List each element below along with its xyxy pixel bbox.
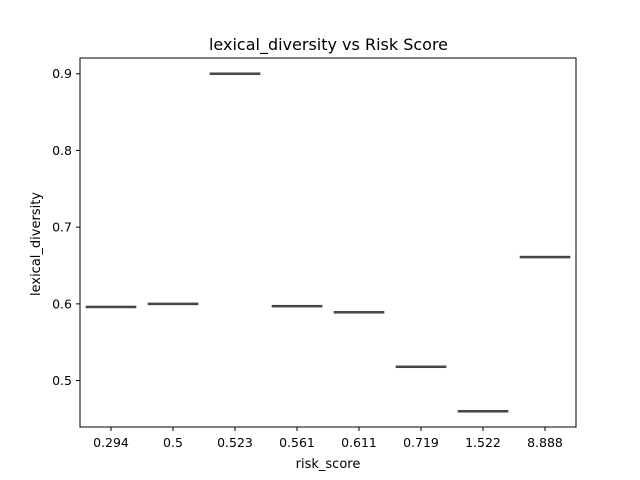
x-axis-label: risk_score (296, 457, 361, 472)
y-tick-label: 0.9 (52, 66, 72, 81)
y-tick-label: 0.5 (52, 373, 72, 388)
chart-title: lexical_diversity vs Risk Score (209, 35, 448, 55)
y-tick-label: 0.7 (52, 220, 72, 235)
x-tick-label: 0.523 (217, 435, 253, 450)
y-axis-label: lexical_diversity (29, 192, 44, 296)
box (271, 304, 323, 308)
box (85, 305, 137, 309)
x-tick-label: 0.719 (403, 435, 439, 450)
x-tick-label: 0.5 (163, 435, 183, 450)
box (395, 365, 447, 369)
box (457, 410, 509, 413)
box (147, 302, 199, 306)
x-tick-label: 8.888 (527, 435, 563, 450)
plot-area: 0.5 0.6 0.7 0.8 0.9 0.294 0.5 0.523 0.561 0.611 0.… (52, 66, 571, 450)
x-tick-label: 1.522 (465, 435, 501, 450)
box (519, 255, 571, 259)
y-tick-label: 0.8 (52, 143, 72, 158)
box (333, 311, 385, 314)
axes-frame (79, 57, 577, 428)
y-tick-label: 0.6 (52, 296, 72, 311)
x-tick-label: 0.294 (93, 435, 129, 450)
box (209, 72, 261, 75)
x-tick-label: 0.611 (341, 435, 377, 450)
x-tick-label: 0.561 (279, 435, 315, 450)
